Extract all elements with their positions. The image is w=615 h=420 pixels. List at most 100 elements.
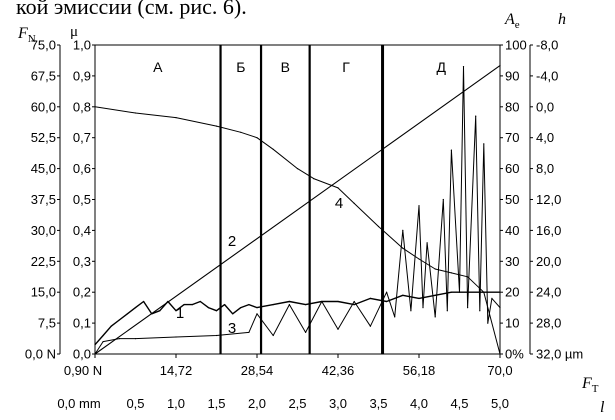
- series-point-1: [118, 319, 120, 321]
- fn-tick-label: 67,5: [31, 68, 56, 83]
- series-point-3: [418, 205, 420, 207]
- h-tick-label: 4,0: [536, 130, 554, 145]
- series-point-4: [134, 112, 137, 114]
- mu-tick-label: 1,0: [73, 38, 91, 53]
- series-point-1: [143, 300, 145, 303]
- h-tick-label: 0,0: [536, 99, 554, 114]
- mu-tick-label: 0,0: [73, 347, 91, 362]
- series-point-3: [272, 334, 274, 337]
- fn-tick-label: 60,0: [31, 99, 56, 114]
- fn-tick-label: 15,0: [31, 285, 56, 300]
- zone-label: Б: [236, 59, 245, 75]
- series-point-3: [487, 322, 489, 324]
- ft-tick-label: 42,36: [322, 363, 355, 378]
- series-point-4: [313, 178, 315, 180]
- series-point-4: [94, 106, 96, 108]
- series-point-1: [232, 313, 234, 315]
- h-tick-label: 8,0: [536, 161, 554, 176]
- h-tick-label: 32,0 µm: [536, 347, 583, 362]
- series-point-3: [337, 328, 339, 330]
- mu-tick-label: 0,1: [73, 316, 91, 331]
- series-point-1: [337, 300, 339, 303]
- series-point-3: [402, 229, 404, 231]
- series-point-3: [446, 310, 448, 312]
- series-point-1: [224, 304, 226, 306]
- series-point-4: [175, 117, 177, 119]
- series-point-3: [94, 353, 96, 355]
- ae-tick-label: 100: [505, 38, 527, 53]
- series-point-1: [450, 291, 452, 293]
- series-point-1: [199, 300, 201, 303]
- ae-tick-label: 60: [505, 161, 519, 176]
- ft-axis-title: FT: [581, 375, 599, 395]
- series-point-3: [462, 66, 465, 68]
- series-point-1: [353, 304, 355, 306]
- series-point-3: [499, 307, 501, 309]
- mu-tick-label: 0,9: [73, 68, 91, 83]
- ae-tick-label: 0%: [505, 347, 524, 362]
- series-point-3: [256, 313, 258, 315]
- series-point-1: [434, 294, 436, 296]
- fn-tick-label: 30,0: [31, 223, 56, 238]
- series-point-3: [134, 338, 137, 340]
- series-point-1: [386, 300, 388, 303]
- series-point-3: [467, 307, 469, 309]
- series-point-4: [240, 131, 242, 133]
- series-line-2: [94, 65, 501, 355]
- h-axis-title: h: [558, 11, 566, 28]
- l-tick-label: 3,5: [369, 396, 387, 411]
- series-point-1: [191, 304, 193, 306]
- zone-label: Г: [342, 59, 350, 75]
- l-tick-label: 1,5: [207, 396, 225, 411]
- mu-tick-label: 0,6: [73, 161, 91, 176]
- l-tick-label: 0,5: [126, 396, 144, 411]
- series-point-4: [272, 148, 274, 150]
- ae-tick-label: 80: [505, 99, 519, 114]
- series-point-1: [248, 304, 250, 306]
- tick-labels: 75,067,560,052,545,037,530,022,515,07,50…: [17, 11, 605, 416]
- h-tick-label: 20,0: [536, 254, 561, 269]
- series-point-1: [240, 307, 242, 309]
- l-tick-label: 2,0: [248, 396, 266, 411]
- series-label-1: 1: [176, 305, 184, 322]
- series-line-4: [94, 106, 501, 355]
- fn-tick-label: 37,5: [31, 192, 56, 207]
- mu-tick-label: 0,4: [73, 223, 91, 238]
- caption-fragment: кой эмиссии (см. рис. 6).: [16, 0, 247, 19]
- axes: [57, 44, 533, 358]
- series-point-3: [394, 316, 396, 318]
- mu-tick-label: 0,2: [73, 285, 91, 300]
- ft-tick-label: 70,0: [487, 363, 512, 378]
- series-point-4: [402, 247, 404, 249]
- h-tick-label: -4,0: [536, 68, 558, 83]
- h-tick-label: 28,0: [536, 316, 561, 331]
- l-tick-label: 2,5: [288, 396, 306, 411]
- h-tick-label: -8,0: [536, 38, 558, 53]
- ae-tick-label: 90: [505, 68, 519, 83]
- zone-label: Д: [437, 59, 447, 75]
- series-point-1: [110, 325, 112, 327]
- zone-label: А: [153, 59, 163, 75]
- series-point-3: [458, 291, 461, 293]
- series-point-4: [434, 268, 436, 270]
- series-point-1: [215, 310, 218, 312]
- plot-frame: [94, 44, 501, 355]
- series-point-1: [402, 294, 404, 296]
- mu-tick-label: 0,3: [73, 254, 91, 269]
- series-point-1: [175, 310, 177, 312]
- series-point-1: [159, 310, 161, 312]
- ft-tick-label: 56,18: [403, 363, 436, 378]
- series-point-3: [102, 341, 104, 343]
- series-point-1: [256, 307, 258, 309]
- ae-axis-title: Ae: [504, 11, 520, 31]
- series-point-3: [321, 300, 323, 303]
- mu-axis-title: μ: [70, 24, 78, 40]
- zone-label: В: [281, 59, 290, 75]
- mu-tick-label: 0,8: [73, 99, 91, 114]
- series-line-1: [94, 291, 500, 346]
- series-point-4: [296, 168, 299, 170]
- series-point-1: [418, 297, 420, 299]
- series-point-3: [175, 336, 177, 338]
- series-point-3: [353, 300, 355, 303]
